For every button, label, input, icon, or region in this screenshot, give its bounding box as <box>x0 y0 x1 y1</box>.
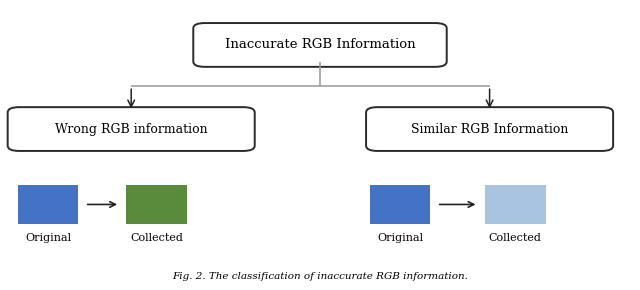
FancyBboxPatch shape <box>366 107 613 151</box>
Text: Wrong RGB information: Wrong RGB information <box>55 123 207 135</box>
FancyBboxPatch shape <box>8 107 255 151</box>
Text: Similar RGB Information: Similar RGB Information <box>411 123 568 135</box>
FancyBboxPatch shape <box>17 185 79 224</box>
FancyBboxPatch shape <box>370 185 430 224</box>
Text: Collected: Collected <box>131 233 183 243</box>
Text: Original: Original <box>377 233 423 243</box>
Text: Inaccurate RGB Information: Inaccurate RGB Information <box>225 39 415 51</box>
Text: Original: Original <box>25 233 71 243</box>
Text: Fig. 2. The classification of inaccurate RGB information.: Fig. 2. The classification of inaccurate… <box>172 272 468 281</box>
FancyBboxPatch shape <box>485 185 545 224</box>
FancyBboxPatch shape <box>193 23 447 67</box>
FancyBboxPatch shape <box>127 185 187 224</box>
Text: Collected: Collected <box>489 233 541 243</box>
